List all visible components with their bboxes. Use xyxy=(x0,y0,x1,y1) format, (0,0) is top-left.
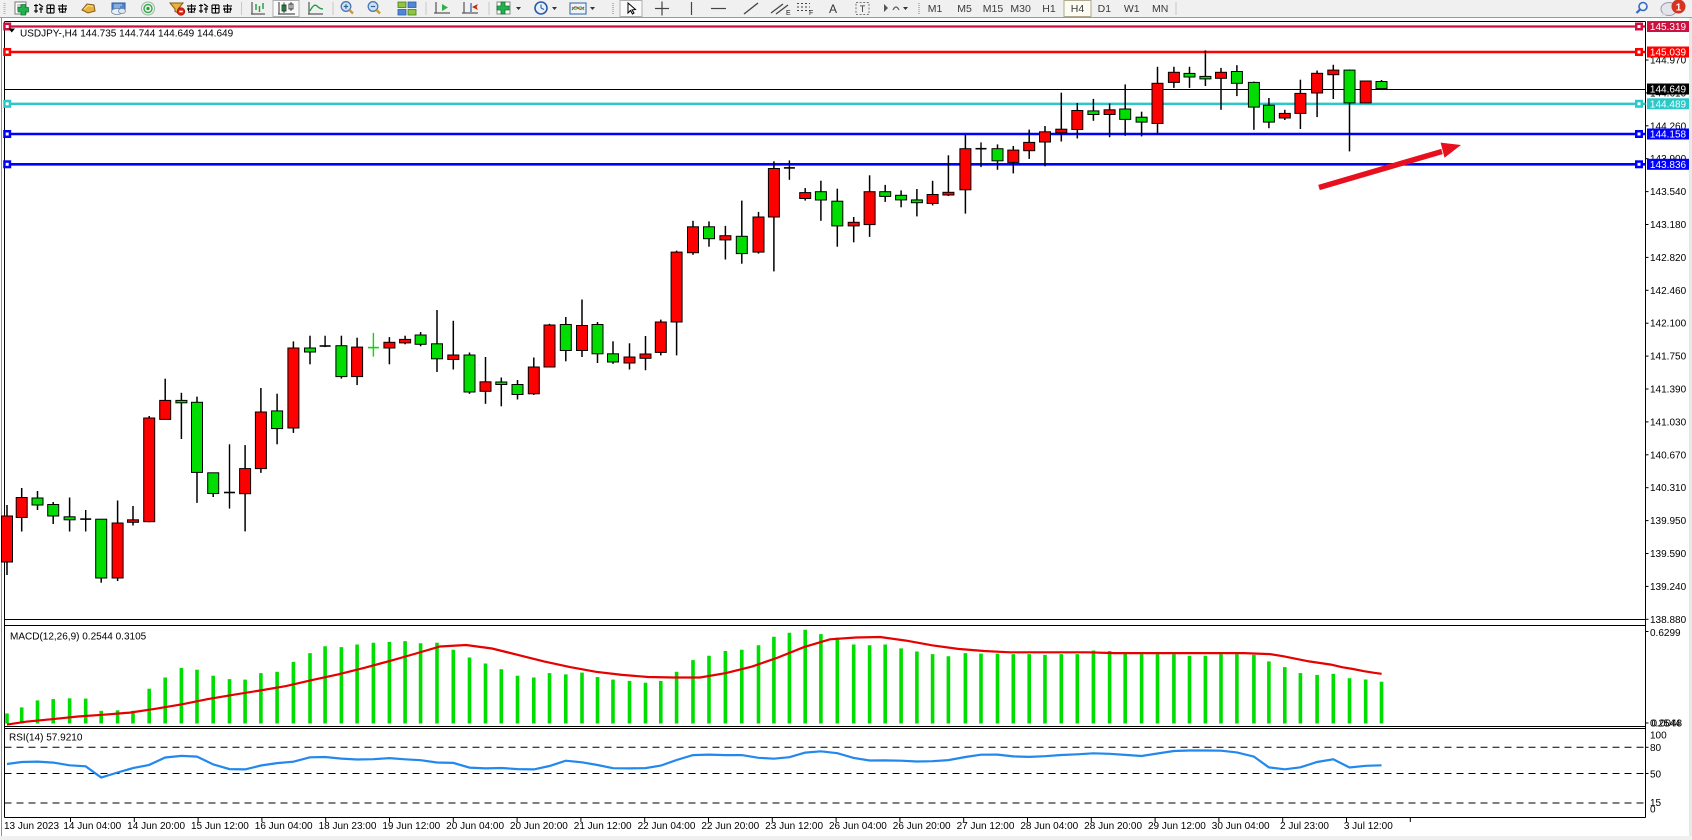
svg-text:15: 15 xyxy=(1650,798,1662,809)
svg-text:H4: H4 xyxy=(1071,3,1085,15)
svg-text:141.750: 141.750 xyxy=(1650,352,1687,363)
svg-text:M1: M1 xyxy=(928,3,943,15)
svg-text:50: 50 xyxy=(1650,770,1662,781)
svg-text:144.649: 144.649 xyxy=(1650,85,1687,96)
svg-text:138.880: 138.880 xyxy=(1650,615,1687,626)
svg-text:D1: D1 xyxy=(1098,3,1112,15)
svg-text:143.836: 143.836 xyxy=(1650,160,1687,171)
svg-text:0.0048: 0.0048 xyxy=(1652,719,1683,730)
svg-text:27 Jun 12:00: 27 Jun 12:00 xyxy=(957,821,1015,832)
svg-text:145.319: 145.319 xyxy=(1650,22,1687,33)
svg-text:142.820: 142.820 xyxy=(1650,253,1687,264)
svg-text:145.039: 145.039 xyxy=(1650,48,1687,59)
svg-text:26 Jun 04:00: 26 Jun 04:00 xyxy=(829,821,887,832)
svg-text:13 Jun 2023: 13 Jun 2023 xyxy=(4,821,59,832)
svg-text:0: 0 xyxy=(1650,805,1656,816)
svg-text:20 Jun 04:00: 20 Jun 04:00 xyxy=(446,821,504,832)
svg-text:2 Jul 23:00: 2 Jul 23:00 xyxy=(1280,821,1329,832)
svg-text:19 Jun 12:00: 19 Jun 12:00 xyxy=(382,821,440,832)
svg-text:RSI(14) 57.9210: RSI(14) 57.9210 xyxy=(9,733,83,744)
svg-text:14 Jun 20:00: 14 Jun 20:00 xyxy=(127,821,185,832)
svg-text:143.180: 143.180 xyxy=(1650,220,1687,231)
svg-text:80: 80 xyxy=(1650,743,1662,754)
svg-text:18 Jun 23:00: 18 Jun 23:00 xyxy=(319,821,377,832)
svg-text:139.950: 139.950 xyxy=(1650,516,1687,527)
svg-text:26 Jun 20:00: 26 Jun 20:00 xyxy=(893,821,951,832)
svg-text:21 Jun 12:00: 21 Jun 12:00 xyxy=(574,821,632,832)
svg-text:28 Jun 20:00: 28 Jun 20:00 xyxy=(1084,821,1142,832)
svg-text:MACD(12,26,9) 0.2544 0.3105: MACD(12,26,9) 0.2544 0.3105 xyxy=(10,632,147,643)
svg-text:100: 100 xyxy=(1650,731,1667,742)
svg-text:16 Jun 04:00: 16 Jun 04:00 xyxy=(255,821,313,832)
svg-text:USDJPY-,H4 144.735 144.744 14: USDJPY-,H4 144.735 144.744 144.649 144.6… xyxy=(20,29,234,40)
svg-text:140.670: 140.670 xyxy=(1650,450,1687,461)
svg-text:141.390: 141.390 xyxy=(1650,385,1687,396)
svg-text:143.540: 143.540 xyxy=(1650,187,1687,198)
svg-text:14 Jun 04:00: 14 Jun 04:00 xyxy=(63,821,121,832)
svg-text:29 Jun 12:00: 29 Jun 12:00 xyxy=(1148,821,1206,832)
svg-text:3 Jul 12:00: 3 Jul 12:00 xyxy=(1344,821,1393,832)
svg-text:144.158: 144.158 xyxy=(1650,130,1687,141)
svg-text:1: 1 xyxy=(1676,3,1682,14)
svg-text:F: F xyxy=(809,10,813,17)
svg-text:23 Jun 12:00: 23 Jun 12:00 xyxy=(765,821,823,832)
svg-text:W1: W1 xyxy=(1124,3,1140,15)
svg-text:M30: M30 xyxy=(1010,3,1031,15)
svg-text:M15: M15 xyxy=(983,3,1004,15)
svg-text:142.460: 142.460 xyxy=(1650,286,1687,297)
svg-text:141.030: 141.030 xyxy=(1650,417,1687,428)
svg-text:144.489: 144.489 xyxy=(1650,99,1687,110)
svg-text:M5: M5 xyxy=(957,3,972,15)
svg-text:22 Jun 04:00: 22 Jun 04:00 xyxy=(638,821,696,832)
svg-text:15 Jun 12:00: 15 Jun 12:00 xyxy=(191,821,249,832)
svg-text:139.590: 139.590 xyxy=(1650,549,1687,560)
svg-text:144.970: 144.970 xyxy=(1650,56,1687,67)
svg-text:140.310: 140.310 xyxy=(1650,483,1687,494)
svg-text:T: T xyxy=(860,4,866,14)
svg-text:144.260: 144.260 xyxy=(1650,121,1687,132)
svg-text:0.2544: 0.2544 xyxy=(1650,719,1681,730)
svg-text:A: A xyxy=(829,2,837,16)
svg-text:H1: H1 xyxy=(1042,3,1056,15)
svg-text:28 Jun 04:00: 28 Jun 04:00 xyxy=(1020,821,1078,832)
svg-text:MN: MN xyxy=(1152,3,1168,15)
svg-text:22 Jun 20:00: 22 Jun 20:00 xyxy=(701,821,759,832)
svg-text:E: E xyxy=(786,10,791,17)
svg-text:30 Jun 04:00: 30 Jun 04:00 xyxy=(1212,821,1270,832)
svg-text:139.240: 139.240 xyxy=(1650,582,1687,593)
svg-text:0.6299: 0.6299 xyxy=(1650,628,1681,639)
svg-text:142.100: 142.100 xyxy=(1650,319,1687,330)
svg-text:20 Jun 20:00: 20 Jun 20:00 xyxy=(510,821,568,832)
